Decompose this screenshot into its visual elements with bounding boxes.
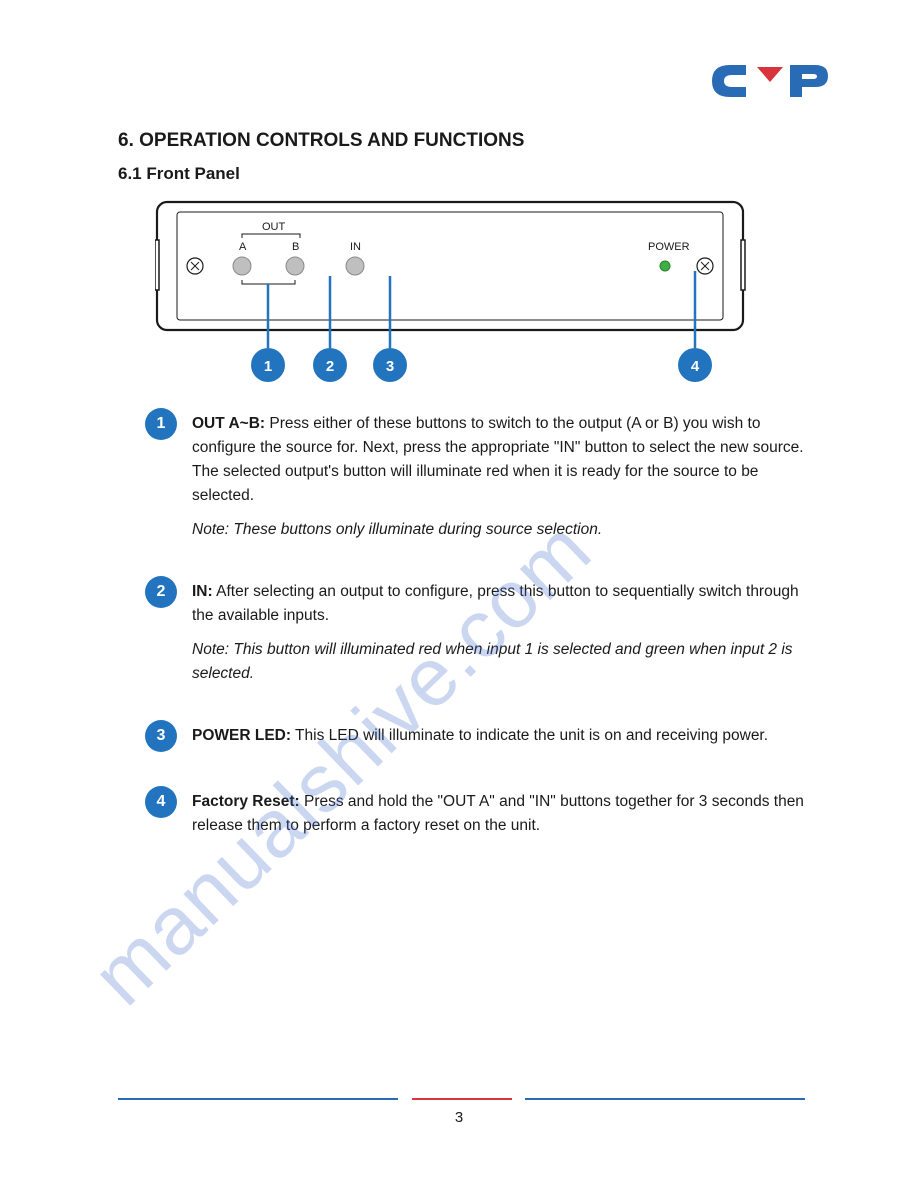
section-title: 6. OPERATION CONTROLS AND FUNCTIONS [118,130,524,152]
callout-4: 4 [678,348,712,382]
footer-line-middle [412,1098,512,1100]
item-4: 4 Factory Reset: Press and hold the "OUT… [145,786,818,838]
out-b-button-icon [286,257,304,275]
footer-line-right [525,1098,805,1100]
item-3: 3 POWER LED: This LED will illuminate to… [145,720,818,752]
item-number-4: 4 [145,786,177,818]
item-2-text: IN: After selecting an output to configu… [192,576,818,686]
power-led-label: POWER [648,241,690,253]
description-list: 1 OUT A~B: Press either of these buttons… [145,408,818,872]
callout-2: 2 [313,348,347,382]
screw-right [697,258,713,274]
screw-left [187,258,203,274]
logo-c [712,65,746,97]
footer-line-left [118,1098,398,1100]
svg-text:2: 2 [326,358,334,375]
page-number: 3 [0,1109,918,1126]
logo-triangle [757,67,783,82]
brand-logo [710,62,830,105]
in-button-icon [346,257,364,275]
item-number-2: 2 [145,576,177,608]
item-1: 1 OUT A~B: Press either of these buttons… [145,408,818,542]
item-number-1: 1 [145,408,177,440]
item-3-text: POWER LED: This LED will illuminate to i… [192,720,768,752]
subsection-title: 6.1 Front Panel [118,164,240,184]
out-a-button-icon [233,257,251,275]
front-panel-diagram: OUT A B IN POWER 1 [155,200,765,405]
svg-text:1: 1 [264,358,272,375]
svg-text:4: 4 [691,358,700,375]
a-button-label: A [239,241,247,253]
callout-3: 3 [373,348,407,382]
b-button-label: B [292,241,299,253]
item-1-text: OUT A~B: Press either of these buttons t… [192,408,818,542]
svg-text:3: 3 [386,358,394,375]
in-button-label: IN [350,241,361,253]
callout-1: 1 [251,348,285,382]
item-4-text: Factory Reset: Press and hold the "OUT A… [192,786,818,838]
power-led-icon [660,261,670,271]
item-2: 2 IN: After selecting an output to confi… [145,576,818,686]
logo-p [790,65,828,97]
item-number-3: 3 [145,720,177,752]
out-label: OUT [262,221,286,233]
